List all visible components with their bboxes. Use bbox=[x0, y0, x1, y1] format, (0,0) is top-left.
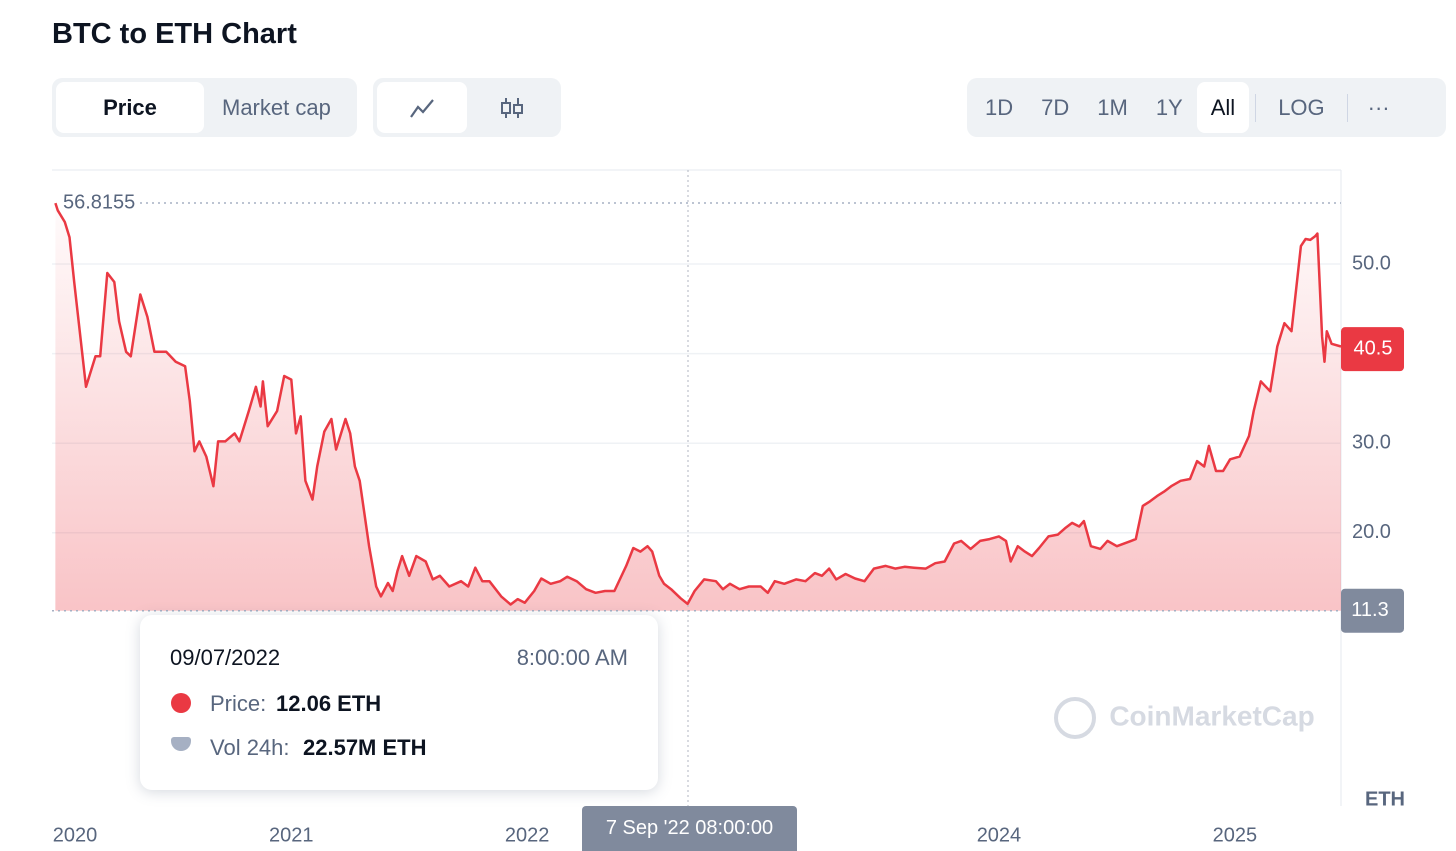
current-label: 40.5 bbox=[1354, 337, 1393, 359]
tooltip-value: 22.57M ETH bbox=[303, 735, 427, 760]
y-tick-label: 20.0 bbox=[1352, 521, 1391, 543]
max-label: 56.8155 bbox=[63, 191, 135, 213]
tooltip-label: Vol 24h: bbox=[210, 735, 290, 760]
tooltip-time: 8:00:00 AM bbox=[516, 645, 628, 670]
range-button[interactable]: All bbox=[1196, 82, 1250, 133]
min-badge bbox=[1341, 588, 1404, 633]
watermark: CoinMarketCap bbox=[1109, 700, 1314, 731]
range-group: 1D 7D 1M 1Y All LOG ··· bbox=[967, 78, 1446, 137]
line bbox=[54, 202, 1342, 606]
unit-label: ETH bbox=[1365, 788, 1405, 810]
candle-chart-button[interactable] bbox=[467, 82, 557, 133]
x-tick-label: 2024 bbox=[977, 824, 1022, 846]
tooltip: 09/07/2022 8:00:00 AM Price: 12.06 ETH V… bbox=[140, 615, 658, 790]
crosshair-label: 7 Sep '22 08:00:00 bbox=[582, 806, 797, 851]
range-button[interactable]: 1Y bbox=[1155, 94, 1183, 120]
log-button[interactable]: LOG bbox=[1278, 94, 1325, 120]
x-tick-label: 2020 bbox=[53, 824, 98, 846]
tab[interactable]: Price bbox=[56, 82, 204, 133]
x-tick-label: 2021 bbox=[269, 824, 314, 846]
tooltip-value: 12.06 ETH bbox=[276, 691, 382, 716]
current-badge bbox=[1341, 327, 1404, 372]
tab-group: Price Market cap bbox=[52, 78, 357, 137]
price-dot bbox=[171, 693, 191, 713]
title: BTC to ETH Chart bbox=[52, 18, 297, 50]
icon bbox=[410, 98, 434, 118]
divider bbox=[1346, 93, 1348, 122]
x-tick-label: 2025 bbox=[1213, 824, 1258, 846]
area bbox=[55, 203, 1341, 611]
volume-icon bbox=[171, 737, 191, 751]
chart-type-group bbox=[373, 78, 561, 137]
line-chart-button[interactable] bbox=[377, 82, 467, 133]
y-tick-label: 30.0 bbox=[1352, 431, 1391, 453]
y-tick-label: 50.0 bbox=[1352, 252, 1391, 274]
tooltip-date: 09/07/2022 bbox=[170, 645, 281, 670]
min-label: 11.3 bbox=[1351, 599, 1388, 621]
more-button[interactable]: ··· bbox=[1367, 94, 1390, 120]
tooltip-label: Price: bbox=[210, 691, 267, 716]
watermark-logo bbox=[1054, 697, 1096, 739]
range-button[interactable]: 7D bbox=[1041, 94, 1070, 120]
divider bbox=[1255, 93, 1257, 122]
range-button[interactable]: 1M bbox=[1097, 94, 1128, 120]
icon bbox=[501, 97, 523, 118]
x-tick-label: 2022 bbox=[505, 824, 550, 846]
range-button[interactable]: 1D bbox=[985, 94, 1014, 120]
tab[interactable]: Market cap bbox=[222, 94, 331, 120]
